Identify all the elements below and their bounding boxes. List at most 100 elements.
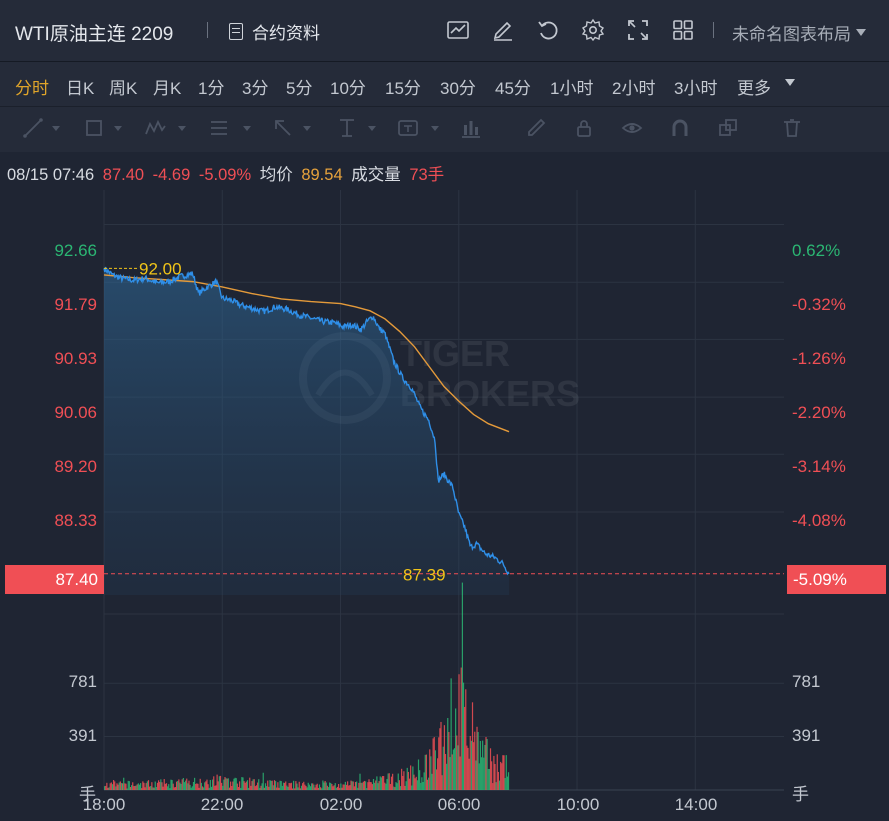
reset-icon[interactable]: [536, 18, 560, 42]
volume-bar: [503, 755, 505, 790]
timeframe-tab[interactable]: 3小时: [674, 79, 718, 98]
volume-bar: [214, 785, 216, 790]
volume-bar: [309, 786, 312, 790]
volume-bar: [331, 783, 333, 790]
bar-pattern-tool-icon[interactable]: [460, 117, 482, 139]
volume-bar: [108, 787, 110, 790]
volume-bar: [264, 783, 267, 790]
volume-bar: [347, 781, 349, 790]
volume-bar: [164, 783, 166, 790]
volume-bar: [219, 775, 222, 790]
timeframe-tab[interactable]: 分时: [15, 79, 49, 98]
timeframe-tab[interactable]: 1分: [198, 79, 225, 98]
edit-icon[interactable]: [491, 18, 515, 42]
fibonacci-tool-icon[interactable]: [208, 117, 230, 139]
lock-icon[interactable]: [573, 117, 595, 139]
measure-tool-icon[interactable]: [336, 117, 358, 139]
contract-info-label: 合约资料: [252, 24, 320, 43]
volume-bar: [351, 781, 353, 790]
volume-bar: [426, 779, 429, 790]
current-pct-tag: -5.09%: [787, 565, 886, 594]
volume-bar: [471, 702, 474, 790]
volume-bar: [237, 787, 240, 790]
timeframe-tab[interactable]: 1小时: [550, 79, 594, 98]
volume-bar: [460, 667, 462, 790]
timeframe-tab[interactable]: 月K: [153, 79, 182, 98]
volume-bar: [465, 689, 467, 790]
volume-label: 成交量: [351, 166, 401, 184]
volume-bar: [233, 778, 235, 790]
timeframe-tab[interactable]: 30分: [440, 79, 476, 98]
volume-bar: [262, 772, 264, 790]
volume-bar: [374, 782, 376, 790]
volume-bar: [224, 777, 226, 790]
volume-bar: [169, 788, 171, 790]
timeframe-tab[interactable]: 2小时: [612, 79, 656, 98]
timeframe-tab[interactable]: 45分: [495, 79, 531, 98]
volume-bar: [363, 780, 366, 790]
volume-bar: [358, 782, 360, 790]
trend-line-tool-icon[interactable]: [22, 117, 44, 139]
instrument-title[interactable]: WTI原油主连 2209: [15, 24, 174, 45]
timeframe-tab[interactable]: 10分: [330, 79, 366, 98]
text-tool-icon[interactable]: [397, 117, 419, 139]
arrow-tool-icon[interactable]: [272, 117, 294, 139]
volume-bar: [376, 776, 378, 790]
volume-bar: [479, 740, 481, 790]
volume-bar: [252, 779, 254, 790]
volume-bar: [259, 787, 261, 790]
volume-bar: [474, 731, 476, 790]
volume-bar: [221, 782, 223, 790]
wave-tool-icon[interactable]: [144, 117, 166, 139]
volume-bar: [125, 783, 127, 790]
fullscreen-icon[interactable]: [626, 18, 650, 42]
volume-bar: [415, 776, 417, 790]
contract-info-button[interactable]: 合约资料: [229, 19, 320, 44]
volume-bar: [295, 781, 297, 790]
eye-icon[interactable]: [621, 117, 643, 139]
rectangle-tool-icon[interactable]: [83, 117, 105, 139]
volume-tick-label: 391: [792, 726, 821, 745]
timeframe-tab[interactable]: 周K: [109, 79, 138, 98]
timeframe-tab[interactable]: 15分: [385, 79, 421, 98]
volume-bar: [505, 755, 507, 790]
timeframe-tab[interactable]: 5分: [286, 79, 313, 98]
settings-gear-icon[interactable]: [581, 18, 605, 42]
volume-bar: [161, 782, 163, 790]
clone-icon[interactable]: [717, 117, 739, 139]
chart-type-icon[interactable]: [446, 18, 470, 42]
price-tick-label: 91.79: [54, 295, 97, 314]
volume-bar: [362, 781, 364, 790]
timeframe-tab[interactable]: 3分: [242, 79, 269, 98]
volume-bar: [191, 786, 193, 790]
volume-bar: [303, 781, 305, 790]
volume-bar: [395, 782, 397, 790]
volume-bar: [334, 783, 336, 790]
trash-icon[interactable]: [781, 117, 803, 139]
magnet-icon[interactable]: [669, 117, 691, 139]
volume-bar: [170, 779, 172, 790]
volume-bar: [239, 781, 241, 790]
volume-bar: [304, 784, 306, 790]
volume-bar: [321, 788, 323, 790]
volume-bar: [432, 738, 434, 790]
caret-icon: [431, 126, 439, 131]
volume-bar: [281, 785, 283, 790]
timeframe-tab[interactable]: 日K: [66, 79, 95, 98]
volume-bar: [498, 780, 501, 790]
volume-bar: [105, 785, 107, 790]
volume-bar: [260, 785, 262, 790]
caret-icon: [303, 126, 311, 131]
volume-bar: [504, 778, 506, 790]
volume-bar: [249, 777, 251, 790]
grid-layout-icon[interactable]: [671, 18, 695, 42]
volume-bar: [137, 783, 139, 790]
volume-bar: [401, 768, 403, 790]
volume-bar: [198, 787, 200, 790]
document-icon: [229, 23, 243, 40]
timeframe-more-dropdown[interactable]: 更多: [737, 79, 771, 98]
chart-layout-dropdown[interactable]: 未命名图表布局: [732, 20, 866, 45]
brush-tool-icon[interactable]: [525, 117, 547, 139]
volume-bar: [410, 765, 412, 790]
